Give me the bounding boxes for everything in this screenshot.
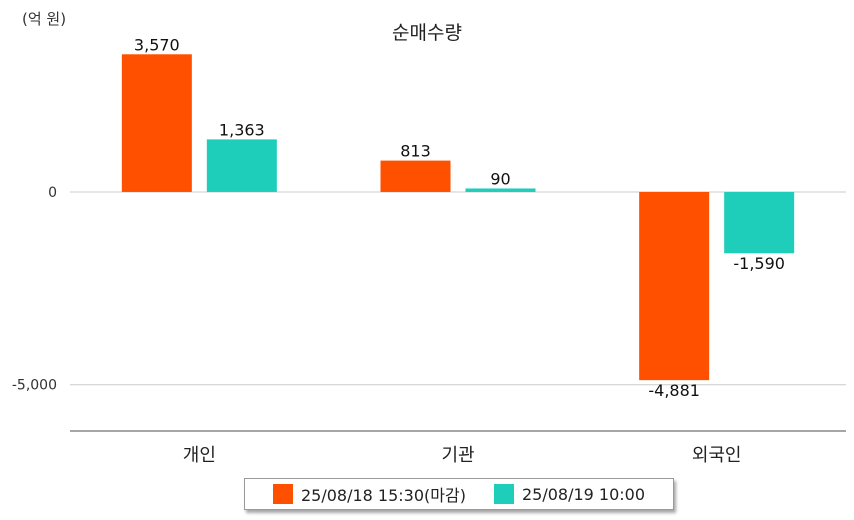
bar bbox=[206, 139, 277, 192]
data-label: 90 bbox=[490, 169, 510, 188]
data-label: 813 bbox=[400, 142, 431, 161]
x-tick-label: 외국인 bbox=[692, 445, 742, 466]
data-label: 1,363 bbox=[219, 120, 265, 139]
y-tick-label: 0 bbox=[48, 185, 57, 201]
bar-chart: 0 -5,000 3,570 1,363 개인 813 90 기관 -4,881 -1,590 외국… bbox=[12, 35, 846, 466]
legend-swatch-series-2 bbox=[493, 484, 514, 504]
bar bbox=[724, 191, 795, 254]
y-tick-label: -5,000 bbox=[12, 378, 57, 394]
bar bbox=[121, 54, 192, 192]
x-tick-label: 기관 bbox=[441, 445, 474, 466]
chart-title: 순매수량 bbox=[392, 22, 462, 44]
legend-item-series-1[interactable]: 25/08/18 15:30(마감) bbox=[272, 482, 466, 506]
bar bbox=[380, 160, 451, 192]
legend-label-series-2: 25/08/19 10:00 bbox=[521, 484, 646, 504]
bar bbox=[465, 188, 536, 192]
legend-item-series-2[interactable]: 25/08/19 10:00 bbox=[493, 484, 646, 504]
data-label: -1,590 bbox=[733, 254, 785, 273]
legend-label-series-1: 25/08/18 15:30(마감) bbox=[300, 486, 466, 505]
unit-label: (억 원) bbox=[22, 10, 67, 28]
bar bbox=[639, 191, 710, 381]
legend-swatch-series-1 bbox=[272, 484, 293, 504]
data-label: -4,881 bbox=[648, 381, 700, 400]
data-label: 3,570 bbox=[134, 35, 180, 54]
x-tick-label: 개인 bbox=[183, 445, 216, 466]
legend: 25/08/18 15:30(마감) 25/08/19 10:00 bbox=[244, 478, 674, 510]
